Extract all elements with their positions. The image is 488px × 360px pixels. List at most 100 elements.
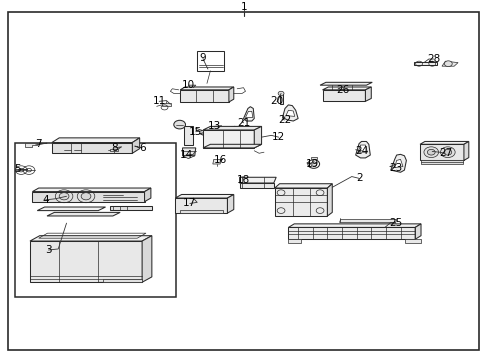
Circle shape [278, 91, 284, 95]
Text: 10: 10 [182, 80, 195, 90]
Polygon shape [322, 90, 365, 101]
Polygon shape [288, 239, 300, 243]
Text: 15: 15 [189, 127, 202, 137]
Text: 2: 2 [355, 174, 362, 183]
Polygon shape [52, 138, 140, 143]
Text: 4: 4 [42, 195, 49, 205]
Polygon shape [322, 87, 370, 90]
Polygon shape [37, 207, 105, 211]
Polygon shape [199, 126, 244, 138]
Text: 9: 9 [199, 53, 206, 63]
Polygon shape [357, 145, 366, 152]
Polygon shape [161, 103, 171, 105]
Polygon shape [228, 87, 233, 102]
Polygon shape [144, 188, 151, 202]
Circle shape [81, 193, 91, 200]
Text: 3: 3 [45, 245, 52, 255]
Polygon shape [394, 159, 402, 168]
Polygon shape [274, 188, 327, 216]
Polygon shape [254, 126, 261, 148]
Text: 5: 5 [15, 165, 21, 174]
Polygon shape [285, 110, 294, 116]
Polygon shape [327, 184, 331, 216]
Text: 28: 28 [426, 54, 439, 64]
Bar [197, 51, 224, 71]
Text: 17: 17 [183, 198, 196, 208]
Text: 11: 11 [152, 96, 165, 106]
Polygon shape [110, 206, 152, 210]
Polygon shape [239, 183, 273, 188]
Circle shape [427, 149, 434, 155]
Text: 27: 27 [438, 148, 451, 158]
Polygon shape [282, 105, 298, 121]
Polygon shape [274, 184, 331, 188]
Text: 23: 23 [388, 163, 402, 172]
Polygon shape [52, 143, 132, 153]
Polygon shape [142, 236, 152, 282]
Polygon shape [288, 228, 414, 239]
Polygon shape [413, 62, 436, 66]
Polygon shape [243, 107, 254, 121]
Circle shape [443, 149, 451, 155]
Polygon shape [203, 130, 254, 148]
Polygon shape [441, 61, 457, 66]
Bar [15, 143, 176, 297]
Text: 18: 18 [236, 175, 250, 185]
Polygon shape [203, 144, 261, 148]
Polygon shape [32, 188, 151, 192]
Polygon shape [227, 194, 233, 213]
Text: 25: 25 [388, 218, 402, 228]
Polygon shape [310, 157, 316, 159]
Polygon shape [32, 192, 144, 202]
Polygon shape [110, 149, 118, 152]
Circle shape [440, 147, 454, 158]
Polygon shape [288, 224, 420, 228]
Text: 1: 1 [241, 2, 247, 12]
Text: 20: 20 [270, 96, 283, 106]
Polygon shape [320, 82, 371, 85]
Text: 6: 6 [139, 143, 145, 153]
Text: 24: 24 [354, 146, 367, 156]
Polygon shape [180, 210, 222, 213]
Text: 21: 21 [236, 118, 250, 128]
Text: 14: 14 [179, 150, 192, 160]
Polygon shape [420, 161, 462, 164]
Circle shape [310, 162, 316, 166]
Circle shape [173, 120, 185, 129]
Polygon shape [175, 194, 233, 198]
Text: 16: 16 [213, 156, 226, 166]
Polygon shape [419, 144, 463, 161]
Polygon shape [180, 90, 228, 102]
Polygon shape [182, 148, 195, 156]
Polygon shape [212, 159, 221, 164]
Text: 19: 19 [305, 159, 319, 169]
Polygon shape [405, 239, 420, 243]
Polygon shape [414, 224, 420, 239]
Polygon shape [30, 241, 142, 282]
Polygon shape [25, 143, 37, 147]
Text: 12: 12 [271, 132, 285, 142]
Polygon shape [419, 141, 468, 144]
Polygon shape [279, 94, 282, 104]
Polygon shape [47, 212, 120, 216]
Polygon shape [182, 156, 194, 159]
Circle shape [59, 193, 69, 200]
Polygon shape [365, 87, 370, 101]
Text: 8: 8 [111, 143, 118, 153]
Text: 7: 7 [35, 139, 42, 149]
Polygon shape [339, 220, 396, 222]
Circle shape [444, 61, 451, 67]
Polygon shape [132, 138, 140, 153]
Text: 22: 22 [277, 115, 290, 125]
Polygon shape [30, 236, 152, 241]
Polygon shape [203, 126, 261, 130]
Text: 13: 13 [207, 121, 221, 131]
Polygon shape [390, 154, 406, 172]
Polygon shape [239, 177, 276, 183]
Circle shape [423, 147, 438, 158]
Polygon shape [183, 126, 193, 145]
Polygon shape [463, 141, 468, 161]
Text: 26: 26 [336, 85, 349, 95]
Polygon shape [175, 198, 227, 213]
Polygon shape [355, 141, 369, 158]
